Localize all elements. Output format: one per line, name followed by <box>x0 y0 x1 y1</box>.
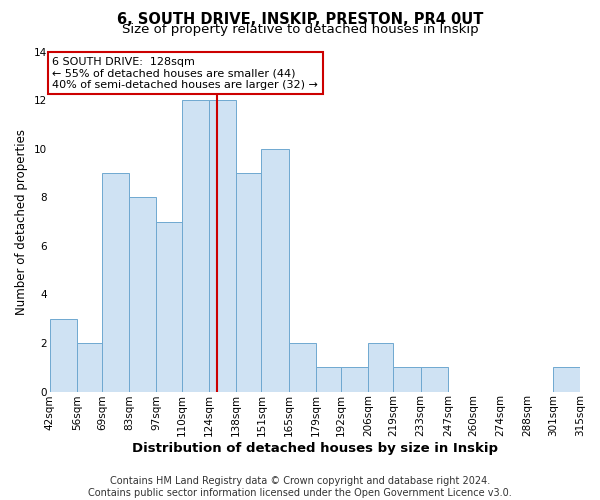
Bar <box>262 148 289 392</box>
Bar <box>157 222 182 392</box>
Bar <box>289 343 316 392</box>
Bar <box>580 368 600 392</box>
Bar <box>553 368 580 392</box>
Bar <box>50 318 77 392</box>
Bar <box>182 100 209 392</box>
Text: 6, SOUTH DRIVE, INSKIP, PRESTON, PR4 0UT: 6, SOUTH DRIVE, INSKIP, PRESTON, PR4 0UT <box>117 12 483 28</box>
Bar <box>209 100 236 392</box>
Y-axis label: Number of detached properties: Number of detached properties <box>15 128 28 314</box>
Bar <box>102 173 129 392</box>
Bar <box>421 368 448 392</box>
Bar <box>316 368 341 392</box>
Bar <box>129 197 157 392</box>
Bar <box>394 368 421 392</box>
Text: Size of property relative to detached houses in Inskip: Size of property relative to detached ho… <box>122 22 478 36</box>
Bar <box>77 343 102 392</box>
X-axis label: Distribution of detached houses by size in Inskip: Distribution of detached houses by size … <box>132 442 498 455</box>
Bar <box>236 173 262 392</box>
Text: Contains HM Land Registry data © Crown copyright and database right 2024.
Contai: Contains HM Land Registry data © Crown c… <box>88 476 512 498</box>
Bar <box>368 343 394 392</box>
Text: 6 SOUTH DRIVE:  128sqm
← 55% of detached houses are smaller (44)
40% of semi-det: 6 SOUTH DRIVE: 128sqm ← 55% of detached … <box>52 56 318 90</box>
Bar <box>341 368 368 392</box>
